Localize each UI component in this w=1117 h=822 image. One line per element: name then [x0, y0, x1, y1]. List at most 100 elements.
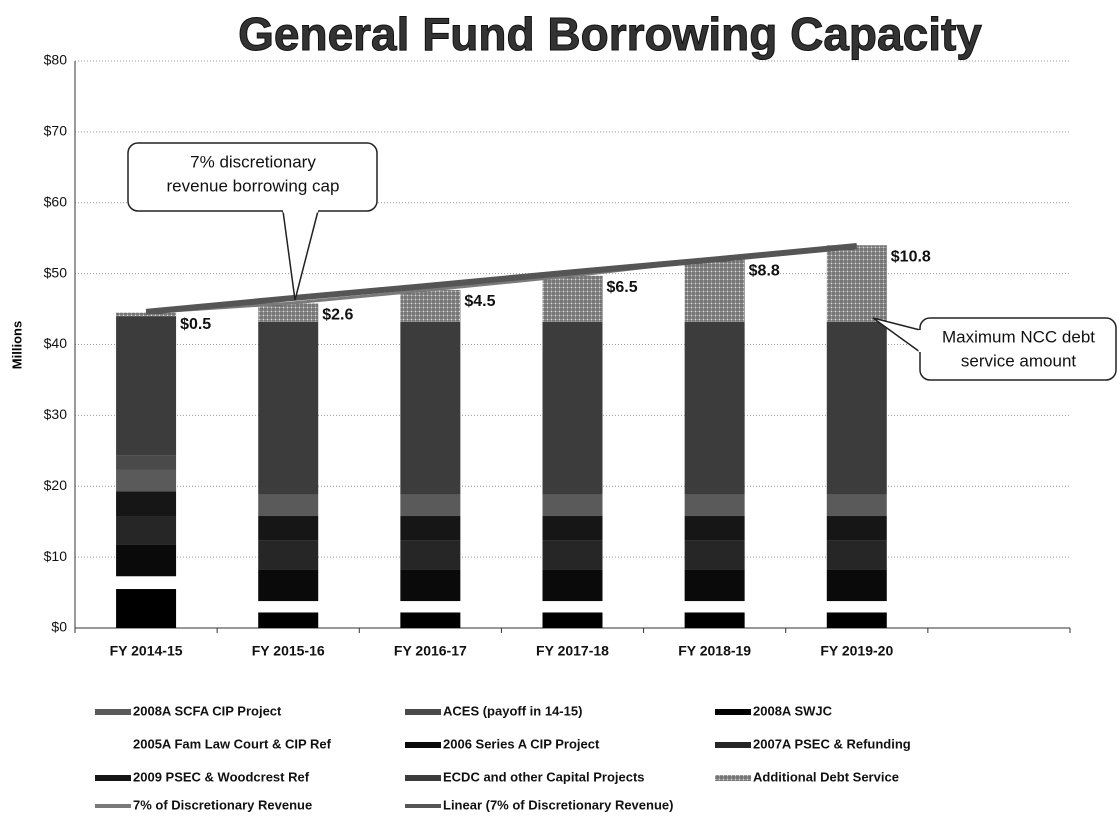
callout-box [127, 142, 378, 212]
legend-swatch [405, 742, 441, 748]
line-series [145, 242, 858, 315]
bar-segment [258, 494, 319, 517]
bar-segment [258, 612, 319, 628]
y-axis-label: Millions [9, 321, 24, 369]
bar-segment [400, 540, 461, 570]
x-tick-label: FY 2014-15 [110, 643, 183, 659]
y-tick-label: $60 [44, 193, 68, 209]
bar-segment [400, 289, 461, 322]
value-label: $0.5 [180, 316, 211, 333]
legend-swatch [405, 709, 441, 715]
bar-segment [542, 612, 603, 628]
y-tick-label: $40 [44, 335, 68, 351]
bar-segment [826, 516, 887, 541]
bar-segment [258, 303, 319, 322]
legend-label: 2008A SWJC [753, 703, 833, 718]
annotation: 7% discretionary [190, 152, 316, 171]
bar-segment [826, 494, 887, 517]
bar-segment [542, 601, 603, 613]
bar-segment [400, 516, 461, 541]
bar-segment [684, 516, 745, 541]
bar-segment [258, 569, 319, 602]
y-tick-label: $80 [44, 52, 68, 68]
y-tick-label: $50 [44, 264, 68, 280]
legend-label: Linear (7% of Discretionary Revenue) [443, 797, 673, 812]
x-tick-label: FY 2018-19 [678, 643, 751, 659]
bar-segment [116, 589, 177, 628]
bar-segment [116, 469, 177, 492]
x-tick-label: FY 2019-20 [820, 643, 893, 659]
legend-label: 7% of Discretionary Revenue [133, 797, 312, 812]
legend-label: 2008A SCFA CIP Project [133, 703, 282, 718]
bar-segment [542, 275, 603, 322]
legend-label: ACES (payoff in 14-15) [443, 703, 582, 718]
bar-segment [116, 316, 177, 456]
bar-segment [684, 321, 745, 495]
bar-segment [684, 259, 745, 322]
bar-segment [542, 569, 603, 602]
x-tick-label: FY 2016-17 [394, 643, 467, 659]
legend-swatch [715, 742, 751, 748]
bar-segment [258, 540, 319, 570]
annotation: revenue borrowing cap [167, 176, 340, 195]
bar-segment [258, 321, 319, 495]
legend-label: 2009 PSEC & Woodcrest Ref [133, 769, 310, 784]
y-tick-label: $30 [44, 406, 68, 422]
legend-label: 2007A PSEC & Refunding [753, 736, 911, 751]
legend-swatch [715, 775, 751, 781]
value-label: $4.5 [464, 293, 495, 310]
bar-segment [542, 494, 603, 517]
legend-label: ECDC and other Capital Projects [443, 769, 645, 784]
bar-segment [684, 601, 745, 613]
callout-pointer [282, 210, 319, 301]
y-tick-label: $10 [44, 548, 68, 564]
legend-swatch [95, 775, 131, 781]
bar-segment [400, 494, 461, 517]
bar-segment [116, 576, 177, 590]
value-label: $8.8 [749, 263, 780, 280]
bar-segment [826, 245, 887, 322]
legend-swatch [405, 775, 441, 781]
value-label: $2.6 [322, 307, 353, 324]
bar-segment [684, 569, 745, 602]
bar-segment [542, 540, 603, 570]
bar-segment [684, 612, 745, 628]
legend-swatch [715, 709, 751, 715]
y-tick-label: $0 [51, 619, 67, 635]
bar-segment [400, 569, 461, 602]
callout-pointer [872, 317, 921, 353]
bar-segment [116, 491, 177, 517]
y-tick-label: $20 [44, 477, 68, 493]
bar-segment [542, 516, 603, 541]
legend-swatch [95, 742, 131, 748]
legend-swatch [95, 709, 131, 715]
bar-segment [258, 516, 319, 541]
bar-segment [400, 612, 461, 628]
x-tick-label: FY 2017-18 [536, 643, 609, 659]
bar-segment [400, 321, 461, 495]
bar-segment [116, 455, 177, 470]
chart-title: General Fund Borrowing Capacity [238, 8, 982, 60]
x-tick-label: FY 2015-16 [252, 643, 325, 659]
annotation: Maximum NCC debt [942, 327, 1095, 346]
bar-segment [826, 540, 887, 570]
value-label: $10.8 [891, 248, 931, 265]
bar-segment [542, 321, 603, 495]
bar-segment [116, 516, 177, 545]
value-label: $6.5 [607, 279, 638, 296]
bar-segment [116, 544, 177, 577]
y-tick-label: $70 [44, 123, 68, 139]
bar-segment [258, 601, 319, 613]
bar-segment [400, 601, 461, 613]
bar-segment [826, 321, 887, 495]
legend-label: 2005A Fam Law Court & CIP Ref [133, 736, 332, 751]
bar-segment [826, 612, 887, 628]
bar-segment [826, 569, 887, 602]
legend-label: 2006 Series A CIP Project [443, 736, 600, 751]
bar-segment [684, 540, 745, 570]
legend-label: Additional Debt Service [753, 769, 899, 784]
annotation: service amount [961, 351, 1077, 370]
bar-segment [684, 494, 745, 517]
bar-segment [116, 312, 177, 317]
